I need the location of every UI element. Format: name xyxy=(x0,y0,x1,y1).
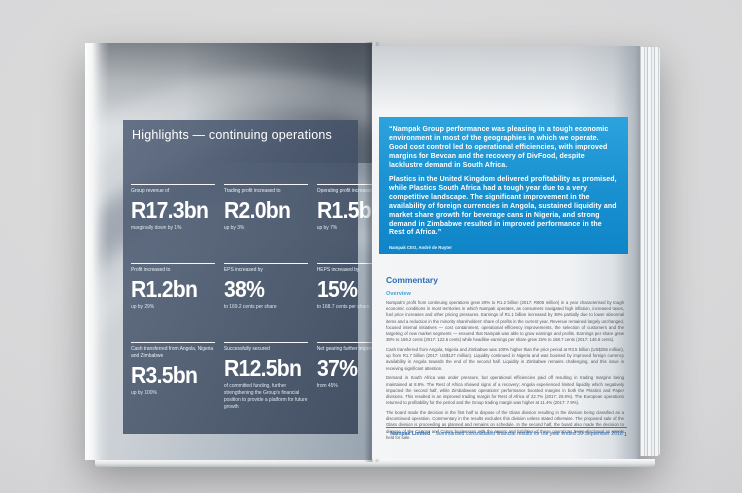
footer-page-number: 1 xyxy=(624,432,627,438)
right-page: “Nampak Group performance was pleasing i… xyxy=(372,46,640,459)
commentary-paragraph: Nampak's profit from continuing operatio… xyxy=(386,300,624,343)
stat-committed-funding: Successfully secured R12.5bn of committe… xyxy=(223,342,308,411)
stat-cash-transferred: Cash transferred from Angola, Nigeria an… xyxy=(131,342,215,411)
highlights-panel: Highlights — continuing operations Group… xyxy=(123,120,372,434)
commentary-paragraph: Cash transferred from Angola, Nigeria an… xyxy=(386,347,624,371)
ceo-quote-box: “Nampak Group performance was pleasing i… xyxy=(379,117,628,254)
overview-subheading: Overview xyxy=(386,291,411,297)
stat-trading-profit: Trading profit increased to R2.0bn up by… xyxy=(223,184,308,263)
page-curl-edge xyxy=(85,43,109,460)
left-page: Highlights — continuing operations Group… xyxy=(85,43,372,460)
page-footer: Nampak Limited Summarised consolidated f… xyxy=(386,427,627,438)
commentary-paragraph: The board made the decision in the first… xyxy=(386,410,624,440)
page-stack-edge xyxy=(638,47,660,456)
stat-eps: EPS increased by 38% to 169.2 cents per … xyxy=(223,263,308,342)
stat-profit: Profit increased to R1.2bn up by 29% xyxy=(131,263,215,342)
page-curve-shade xyxy=(372,46,640,112)
stat-operating-profit: Operating profit increased to R1.5bn up … xyxy=(316,184,372,263)
stat-net-gearing: Net gearing further improved to 37% from… xyxy=(316,342,372,411)
commentary-paragraph: Demand in South Africa was under pressur… xyxy=(386,375,624,406)
highlights-title: Highlights — continuing operations xyxy=(132,128,332,142)
commentary-section: Commentary Overview Nampak's profit from… xyxy=(386,275,624,445)
quote-paragraph: “Nampak Group performance was pleasing i… xyxy=(389,126,609,169)
page-stack-bottom-edge xyxy=(95,459,655,467)
commentary-heading: Commentary xyxy=(386,275,438,285)
booklet-spread: Highlights — continuing operations Group… xyxy=(85,42,661,467)
footer-document-title: Summarised consolidated financial result… xyxy=(435,431,623,437)
stats-grid: Group revenue of R17.3bn marginally down… xyxy=(131,184,372,411)
quote-attribution: Nampak CEO, André de Ruyter xyxy=(389,245,452,251)
stat-heps: HEPS increased by 15% to 168.7 cents per… xyxy=(316,263,372,342)
footer-company-name: Nampak Limited xyxy=(390,431,431,437)
quote-paragraph: Plastics in the United Kingdom delivered… xyxy=(389,175,617,237)
stat-group-revenue: Group revenue of R17.3bn marginally down… xyxy=(131,184,215,263)
